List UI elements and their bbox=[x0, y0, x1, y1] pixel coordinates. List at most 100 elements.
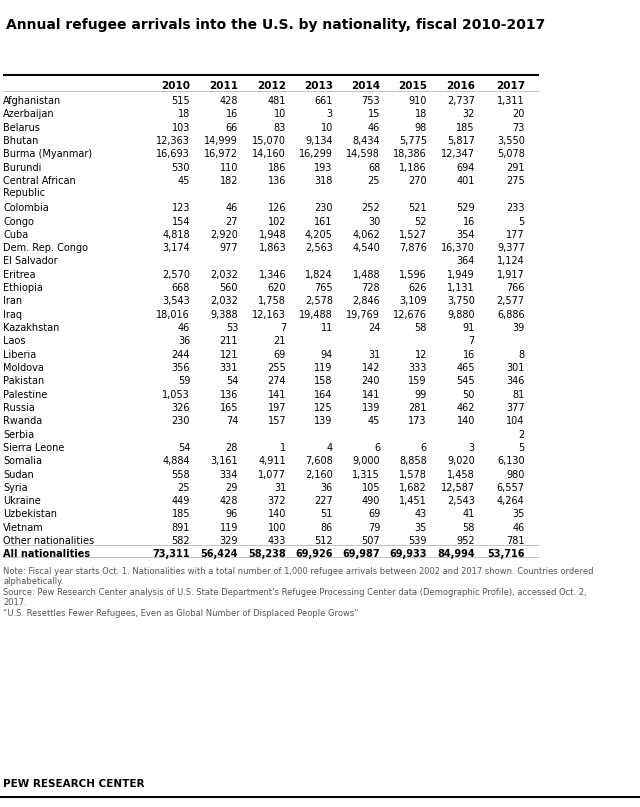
Text: 54: 54 bbox=[178, 443, 190, 453]
Text: 1,077: 1,077 bbox=[258, 470, 286, 479]
Text: 1,315: 1,315 bbox=[353, 470, 380, 479]
Text: 227: 227 bbox=[314, 496, 333, 506]
Text: 186: 186 bbox=[268, 162, 286, 173]
Text: 9,377: 9,377 bbox=[497, 243, 525, 253]
Text: 16,972: 16,972 bbox=[204, 149, 238, 159]
Text: 1,758: 1,758 bbox=[258, 296, 286, 307]
Text: 2017: 2017 bbox=[495, 81, 525, 90]
Text: 1,346: 1,346 bbox=[259, 270, 286, 280]
Text: 334: 334 bbox=[220, 470, 238, 479]
Text: 125: 125 bbox=[314, 403, 333, 413]
Text: 45: 45 bbox=[368, 416, 380, 426]
Text: 25: 25 bbox=[367, 176, 380, 186]
Text: 2012: 2012 bbox=[257, 81, 286, 90]
Text: 1,949: 1,949 bbox=[447, 270, 475, 280]
Text: 1,948: 1,948 bbox=[259, 230, 286, 240]
Text: Sierra Leone: Sierra Leone bbox=[3, 443, 65, 453]
Text: 3,550: 3,550 bbox=[497, 136, 525, 146]
Text: Kazakhstan: Kazakhstan bbox=[3, 323, 60, 333]
Text: 100: 100 bbox=[268, 523, 286, 533]
Text: 3,543: 3,543 bbox=[163, 296, 190, 307]
Text: 54: 54 bbox=[226, 376, 238, 387]
Text: 18,386: 18,386 bbox=[393, 149, 427, 159]
Text: 59: 59 bbox=[178, 376, 190, 387]
Text: 45: 45 bbox=[178, 176, 190, 186]
Text: 74: 74 bbox=[226, 416, 238, 426]
Text: 4,884: 4,884 bbox=[163, 456, 190, 466]
Text: 372: 372 bbox=[268, 496, 286, 506]
Text: 15,070: 15,070 bbox=[252, 136, 286, 146]
Text: 39: 39 bbox=[513, 323, 525, 333]
Text: 1,131: 1,131 bbox=[447, 283, 475, 293]
Text: Syria: Syria bbox=[3, 483, 28, 493]
Text: 753: 753 bbox=[362, 96, 380, 106]
Text: 139: 139 bbox=[314, 416, 333, 426]
Text: 58: 58 bbox=[415, 323, 427, 333]
Text: 377: 377 bbox=[506, 403, 525, 413]
Text: 9,020: 9,020 bbox=[447, 456, 475, 466]
Text: Sudan: Sudan bbox=[3, 470, 34, 479]
Text: Pakistan: Pakistan bbox=[3, 376, 44, 387]
Text: 2,920: 2,920 bbox=[210, 230, 238, 240]
Text: 84,994: 84,994 bbox=[437, 550, 475, 559]
Text: 4,818: 4,818 bbox=[163, 230, 190, 240]
Text: 766: 766 bbox=[506, 283, 525, 293]
Text: 102: 102 bbox=[268, 216, 286, 227]
Text: 36: 36 bbox=[321, 483, 333, 493]
Text: 19,488: 19,488 bbox=[299, 310, 333, 320]
Text: Afghanistan: Afghanistan bbox=[3, 96, 61, 106]
Text: 428: 428 bbox=[220, 496, 238, 506]
Text: 15: 15 bbox=[368, 109, 380, 119]
Text: 30: 30 bbox=[368, 216, 380, 227]
Text: 164: 164 bbox=[314, 390, 333, 399]
Text: 512: 512 bbox=[314, 536, 333, 546]
Text: 275: 275 bbox=[506, 176, 525, 186]
Text: 16: 16 bbox=[463, 349, 475, 360]
Text: 5,078: 5,078 bbox=[497, 149, 525, 159]
Text: 433: 433 bbox=[268, 536, 286, 546]
Text: 5,817: 5,817 bbox=[447, 136, 475, 146]
Text: 86: 86 bbox=[321, 523, 333, 533]
Text: 16: 16 bbox=[463, 216, 475, 227]
Text: 4,062: 4,062 bbox=[353, 230, 380, 240]
Text: Bhutan: Bhutan bbox=[3, 136, 38, 146]
Text: 4: 4 bbox=[326, 443, 333, 453]
Text: 36: 36 bbox=[178, 337, 190, 346]
Text: 53,716: 53,716 bbox=[487, 550, 525, 559]
Text: Cuba: Cuba bbox=[3, 230, 28, 240]
Text: 159: 159 bbox=[408, 376, 427, 387]
Text: 177: 177 bbox=[506, 230, 525, 240]
Text: 69: 69 bbox=[274, 349, 286, 360]
Text: Rwanda: Rwanda bbox=[3, 416, 42, 426]
Text: 1,186: 1,186 bbox=[399, 162, 427, 173]
Text: 2,032: 2,032 bbox=[210, 270, 238, 280]
Text: 165: 165 bbox=[220, 403, 238, 413]
Text: 281: 281 bbox=[408, 403, 427, 413]
Text: 1,917: 1,917 bbox=[497, 270, 525, 280]
Text: 331: 331 bbox=[220, 363, 238, 373]
Text: 1,124: 1,124 bbox=[497, 257, 525, 266]
Text: 2015: 2015 bbox=[398, 81, 427, 90]
Text: 35: 35 bbox=[513, 509, 525, 520]
Text: 35: 35 bbox=[415, 523, 427, 533]
Text: 2,577: 2,577 bbox=[497, 296, 525, 307]
Text: 2,032: 2,032 bbox=[210, 296, 238, 307]
Text: 119: 119 bbox=[220, 523, 238, 533]
Text: 10: 10 bbox=[321, 123, 333, 132]
Text: 952: 952 bbox=[456, 536, 475, 546]
Text: Congo: Congo bbox=[3, 216, 34, 227]
Text: 182: 182 bbox=[220, 176, 238, 186]
Text: 255: 255 bbox=[268, 363, 286, 373]
Text: 46: 46 bbox=[513, 523, 525, 533]
Text: 560: 560 bbox=[220, 283, 238, 293]
Text: Russia: Russia bbox=[3, 403, 35, 413]
Text: 32: 32 bbox=[463, 109, 475, 119]
Text: 141: 141 bbox=[362, 390, 380, 399]
Text: 16,299: 16,299 bbox=[299, 149, 333, 159]
Text: 333: 333 bbox=[408, 363, 427, 373]
Text: 8: 8 bbox=[518, 349, 525, 360]
Text: 28: 28 bbox=[226, 443, 238, 453]
Text: 139: 139 bbox=[362, 403, 380, 413]
Text: 94: 94 bbox=[321, 349, 333, 360]
Text: 81: 81 bbox=[513, 390, 525, 399]
